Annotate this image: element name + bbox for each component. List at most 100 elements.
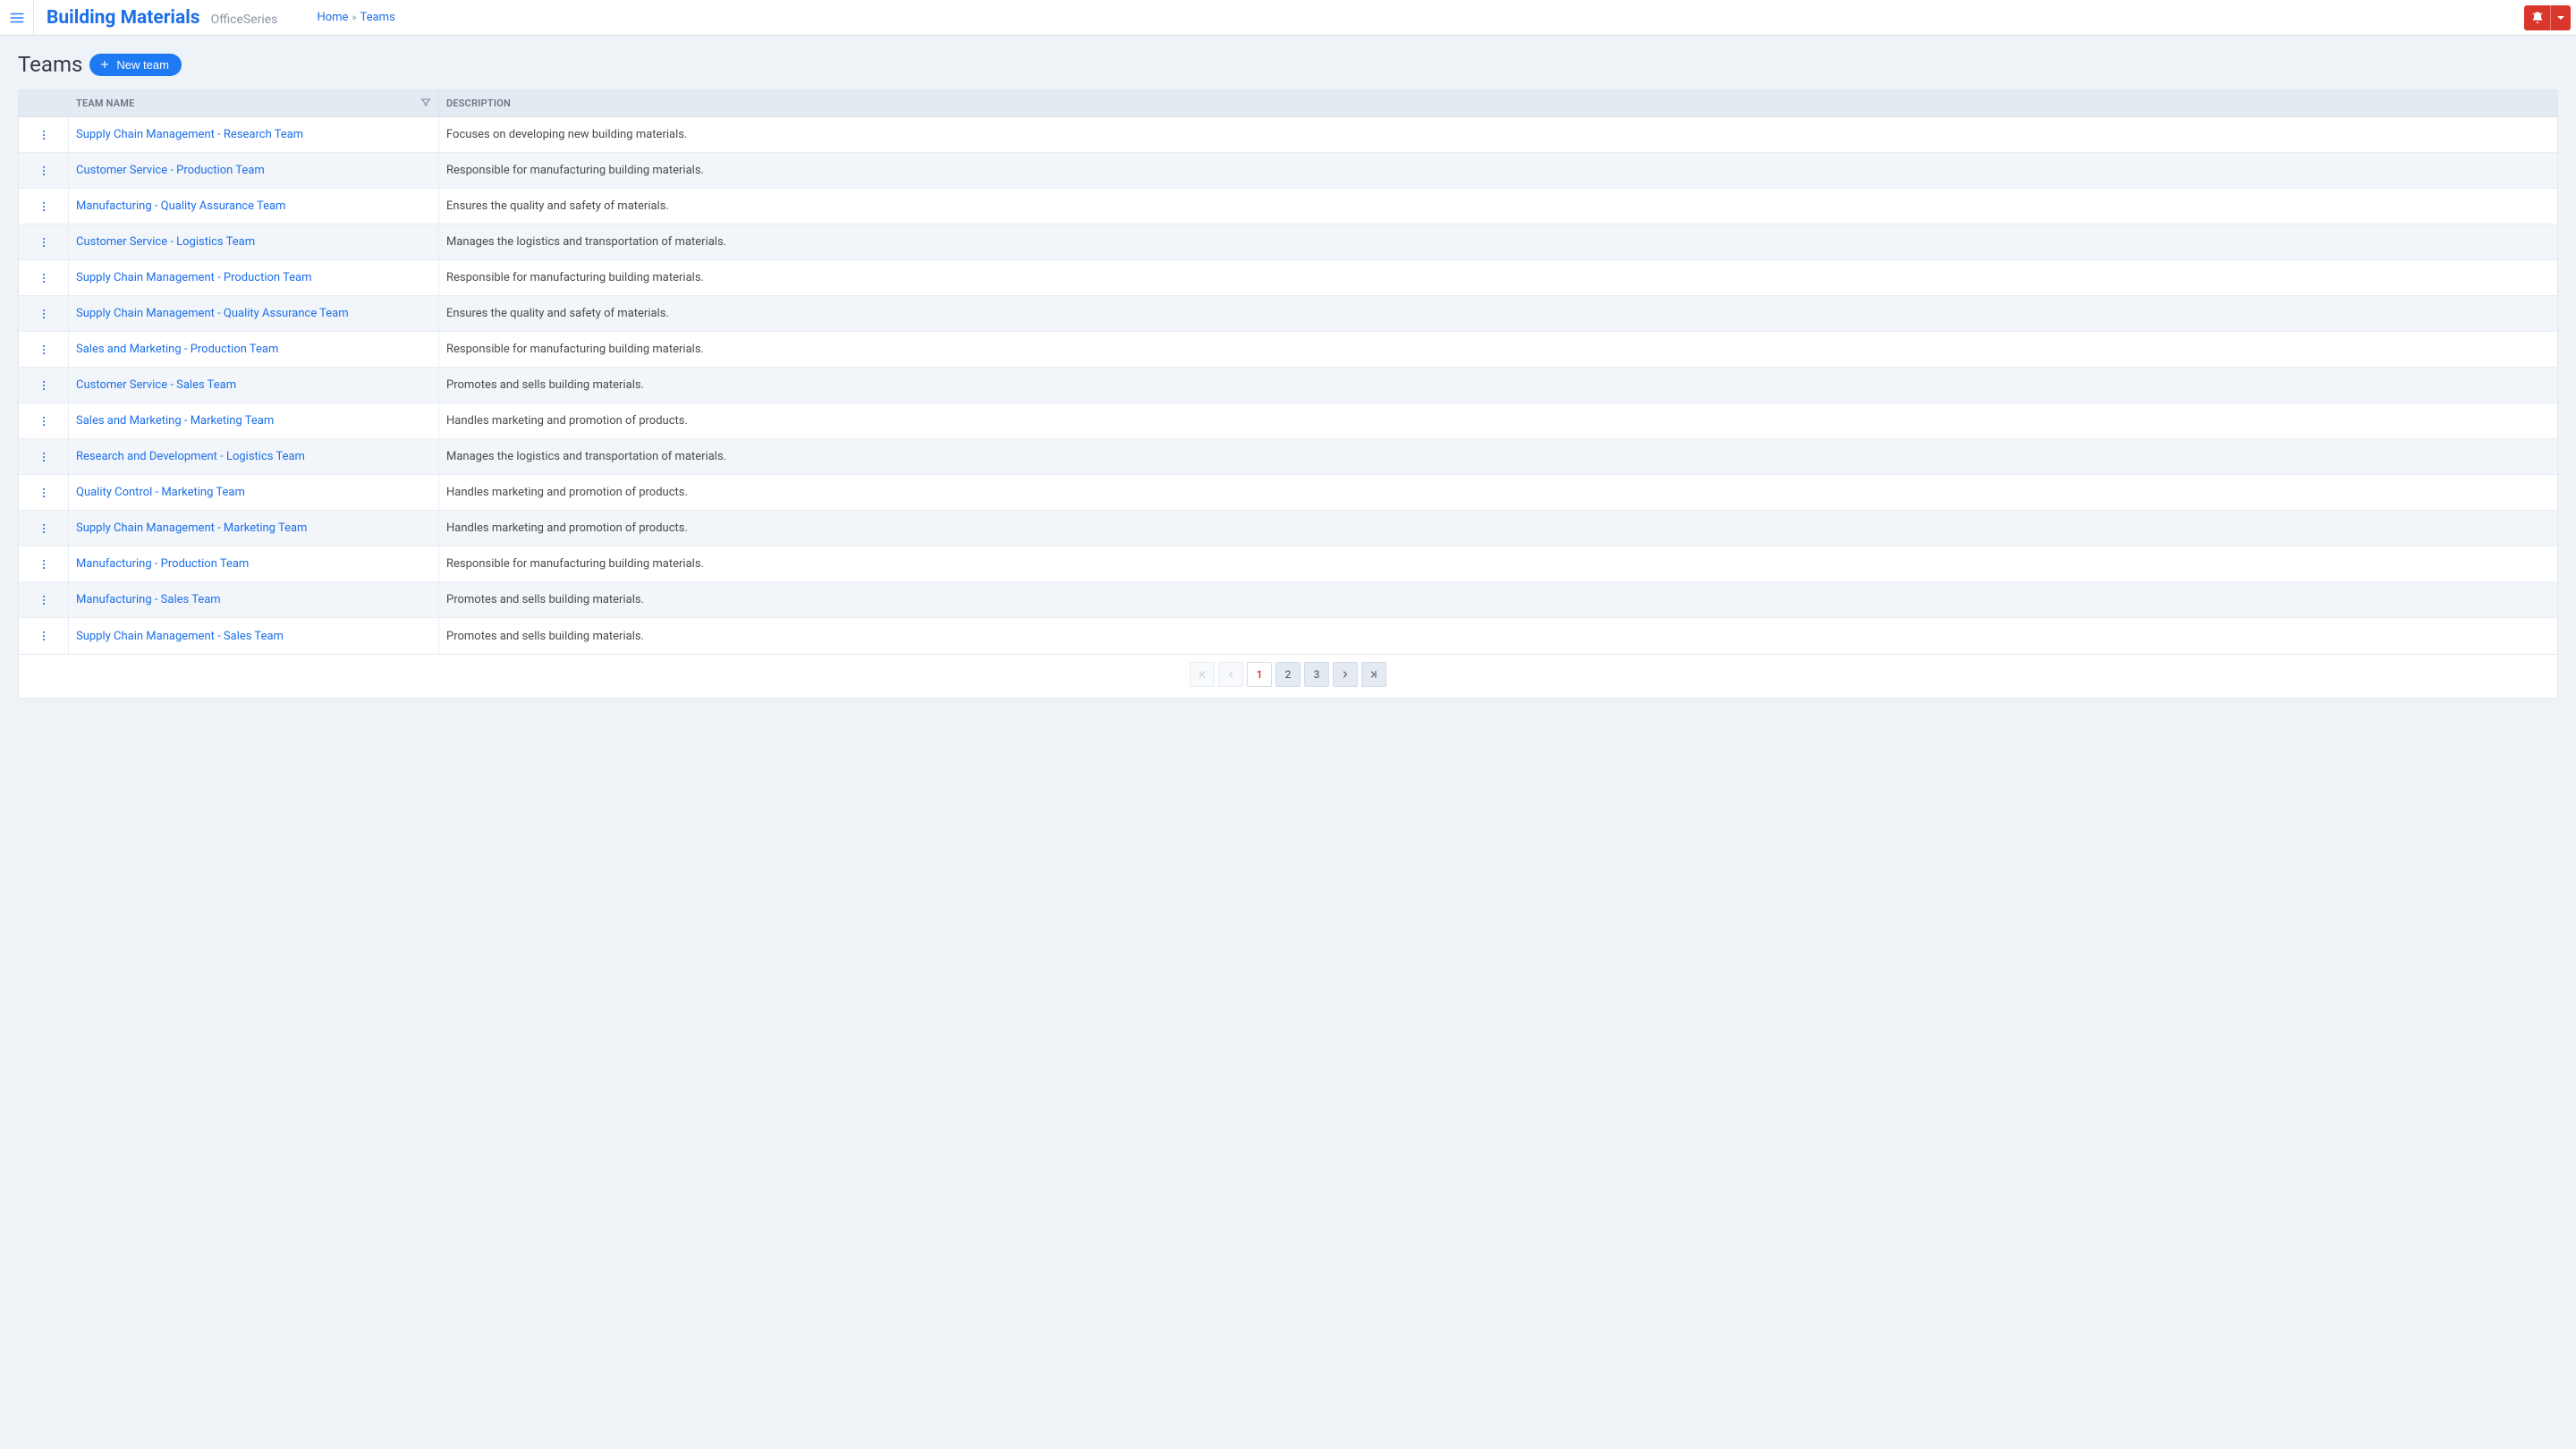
table-row: Research and Development - Logistics Tea…: [19, 439, 2557, 475]
row-actions-cell: [19, 225, 69, 259]
new-team-button-label: New team: [116, 58, 169, 72]
filter-button[interactable]: [420, 97, 431, 110]
page-header: Teams New team: [18, 52, 2558, 77]
team-name-cell: Sales and Marketing - Marketing Team: [69, 403, 439, 438]
team-name-link[interactable]: Supply Chain Management - Quality Assura…: [76, 307, 349, 320]
brand-block: Building Materials OfficeSeries: [34, 7, 277, 29]
team-name-cell: Research and Development - Logistics Tea…: [69, 439, 439, 474]
row-actions-button[interactable]: [33, 625, 55, 647]
table-row: Manufacturing - Production TeamResponsib…: [19, 547, 2557, 582]
row-actions-button[interactable]: [33, 375, 55, 396]
team-description-cell: Manages the logistics and transportation…: [439, 450, 2557, 463]
team-name-link[interactable]: Customer Service - Sales Team: [76, 378, 236, 392]
row-actions-cell: [19, 618, 69, 654]
table-row: Manufacturing - Sales TeamPromotes and s…: [19, 582, 2557, 618]
team-name-link[interactable]: Manufacturing - Quality Assurance Team: [76, 199, 285, 213]
team-description-cell: Responsible for manufacturing building m…: [439, 271, 2557, 284]
breadcrumb-home-link[interactable]: Home: [317, 11, 348, 24]
table-row: Customer Service - Sales Team Promotes an…: [19, 368, 2557, 403]
breadcrumb-current-link[interactable]: Teams: [360, 11, 395, 24]
row-actions-button[interactable]: [33, 303, 55, 325]
team-description-cell: Handles marketing and promotion of produ…: [439, 486, 2557, 499]
team-name-cell: Customer Service - Production Team: [69, 153, 439, 188]
team-name-link[interactable]: Sales and Marketing - Production Team: [76, 343, 278, 356]
team-name-link[interactable]: Supply Chain Management - Research Team: [76, 128, 303, 141]
row-actions-button[interactable]: [33, 160, 55, 182]
team-name-link[interactable]: Sales and Marketing - Marketing Team: [76, 414, 274, 428]
row-actions-cell: [19, 511, 69, 546]
brand-subtitle: OfficeSeries: [211, 13, 278, 27]
row-actions-button[interactable]: [33, 554, 55, 575]
alerts-button[interactable]: [2524, 5, 2551, 30]
page-number-button[interactable]: 3: [1304, 662, 1329, 687]
team-description-cell: Responsible for manufacturing building m…: [439, 164, 2557, 177]
table-row: Supply Chain Management - Marketing Team…: [19, 511, 2557, 547]
breadcrumb: Home » Teams: [317, 11, 394, 24]
table-header-team-name[interactable]: Team Name: [69, 90, 439, 116]
table-row: Sales and Marketing - Production Team Res…: [19, 332, 2557, 368]
team-name-link[interactable]: Research and Development - Logistics Tea…: [76, 450, 305, 463]
team-name-cell: Manufacturing - Production Team: [69, 547, 439, 581]
team-name-link[interactable]: Supply Chain Management - Sales Team: [76, 630, 284, 643]
table-header-team-name-label: Team Name: [76, 97, 135, 109]
team-name-cell: Supply Chain Management - Research Team: [69, 117, 439, 152]
brand-title[interactable]: Building Materials: [47, 7, 200, 29]
page-first-button: [1190, 662, 1215, 687]
page-title: Teams: [18, 52, 82, 77]
row-actions-button[interactable]: [33, 232, 55, 253]
bell-alert-icon: [2530, 11, 2545, 25]
team-name-link[interactable]: Customer Service - Logistics Team: [76, 235, 255, 249]
team-name-link[interactable]: Supply Chain Management - Production Tea…: [76, 271, 312, 284]
new-team-button[interactable]: New team: [89, 54, 182, 76]
team-description-cell: Ensures the quality and safety of materi…: [439, 199, 2557, 213]
alerts-dropdown-button[interactable]: [2551, 5, 2571, 30]
row-actions-cell: [19, 547, 69, 581]
row-actions-button[interactable]: [33, 411, 55, 432]
table-body: Supply Chain Management - Research TeamF…: [19, 117, 2557, 654]
page-number-button[interactable]: 1: [1247, 662, 1272, 687]
row-actions-cell: [19, 403, 69, 438]
team-name-link[interactable]: Manufacturing - Sales Team: [76, 593, 221, 606]
team-name-link[interactable]: Customer Service - Production Team: [76, 164, 265, 177]
page-number-button[interactable]: 2: [1275, 662, 1301, 687]
table-row: Supply Chain Management - Research TeamF…: [19, 117, 2557, 153]
table-row: Manufacturing - Quality Assurance Team En…: [19, 189, 2557, 225]
table-header-description-label: Description: [446, 97, 511, 109]
team-name-cell: Quality Control - Marketing Team: [69, 475, 439, 510]
row-actions-button[interactable]: [33, 518, 55, 539]
team-name-link[interactable]: Quality Control - Marketing Team: [76, 486, 245, 499]
row-actions-button[interactable]: [33, 124, 55, 146]
row-actions-button[interactable]: [33, 589, 55, 611]
team-name-link[interactable]: Supply Chain Management - Marketing Team: [76, 521, 307, 535]
row-actions-button[interactable]: [33, 446, 55, 468]
row-actions-cell: [19, 439, 69, 474]
row-actions-button[interactable]: [33, 482, 55, 504]
team-description-cell: Responsible for manufacturing building m…: [439, 343, 2557, 356]
table-header-description[interactable]: Description: [439, 90, 2557, 116]
topbar: Building Materials OfficeSeries Home » T…: [0, 0, 2576, 36]
hamburger-menu-button[interactable]: [0, 0, 34, 36]
team-name-cell: Supply Chain Management - Marketing Team: [69, 511, 439, 546]
topbar-right: [2524, 5, 2571, 30]
pagination-container: 123: [18, 655, 2558, 699]
breadcrumb-separator: »: [352, 12, 356, 23]
team-name-cell: Supply Chain Management - Production Tea…: [69, 260, 439, 295]
row-actions-button[interactable]: [33, 267, 55, 289]
table-row: Customer Service - Production Team Respon…: [19, 153, 2557, 189]
page-next-button[interactable]: [1333, 662, 1358, 687]
row-actions-button[interactable]: [33, 196, 55, 217]
page-prev-button: [1218, 662, 1243, 687]
team-description-cell: Promotes and sells building materials.: [439, 378, 2557, 392]
team-description-cell: Handles marketing and promotion of produ…: [439, 521, 2557, 535]
page-last-button[interactable]: [1361, 662, 1386, 687]
table-row: Supply Chain Management - Sales TeamProm…: [19, 618, 2557, 654]
row-actions-button[interactable]: [33, 339, 55, 360]
row-actions-cell: [19, 368, 69, 402]
table-row: Sales and Marketing - Marketing Team Hand…: [19, 403, 2557, 439]
team-description-cell: Handles marketing and promotion of produ…: [439, 414, 2557, 428]
row-actions-cell: [19, 582, 69, 617]
team-name-link[interactable]: Manufacturing - Production Team: [76, 557, 249, 571]
table-row: Quality Control - Marketing Team Handles …: [19, 475, 2557, 511]
plus-icon: [98, 58, 111, 71]
team-description-cell: Ensures the quality and safety of materi…: [439, 307, 2557, 320]
